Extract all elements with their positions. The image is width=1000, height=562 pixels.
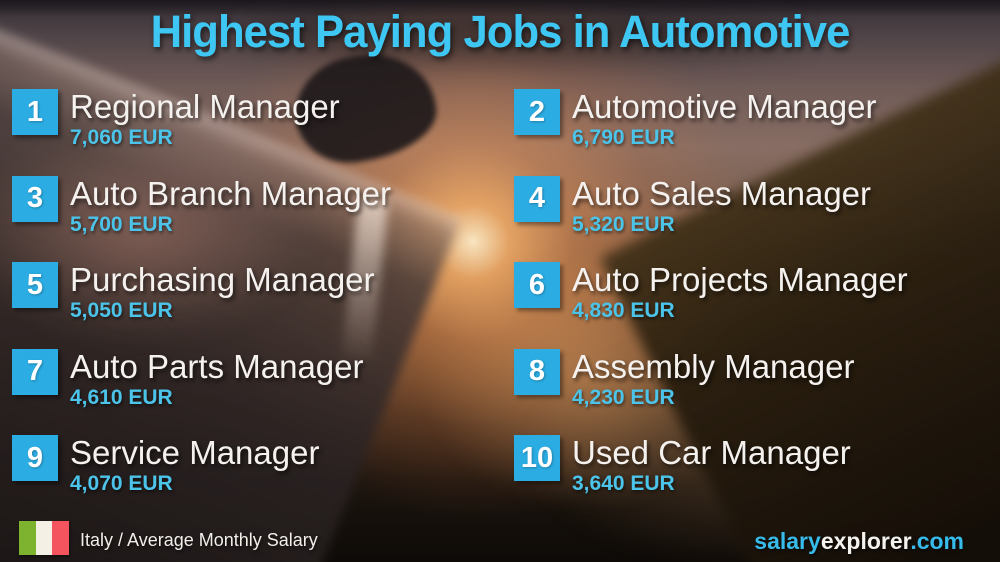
ranking-entry-4: 4 Auto Sales Manager 5,320 EUR	[514, 171, 1000, 258]
ranking-entry-2: 2 Automotive Manager 6,790 EUR	[514, 84, 1000, 171]
ranking-column-left: 1 Regional Manager 7,060 EUR 3 Auto Bran…	[0, 84, 500, 517]
rank-badge: 1	[12, 89, 58, 135]
rank-badge: 7	[12, 348, 58, 395]
ranking-entry-5: 5 Purchasing Manager 5,050 EUR	[12, 257, 500, 344]
salary-value: 3,640 EUR	[572, 472, 675, 495]
salary-value: 5,320 EUR	[572, 212, 675, 236]
ranking-entry-3: 3 Auto Branch Manager 5,700 EUR	[12, 171, 500, 258]
salary-value: 7,060 EUR	[70, 126, 173, 149]
salary-value: 4,830 EUR	[572, 299, 675, 322]
rank-badge: 9	[12, 435, 58, 481]
salaryexplorer-logo: salaryexplorer.com	[754, 528, 964, 555]
rank-badge: 8	[514, 348, 560, 395]
job-title: Used Car Manager	[572, 434, 851, 471]
salary-value: 5,700 EUR	[70, 212, 173, 236]
ranking-entry-10: 10 Used Car Manager 3,640 EUR	[514, 430, 1000, 517]
job-title: Service Manager	[70, 434, 320, 471]
italy-flag-icon	[19, 521, 70, 555]
salary-value: 6,790 EUR	[572, 126, 675, 149]
brand-salary: salary	[754, 528, 821, 554]
job-title: Auto Parts Manager	[70, 347, 364, 385]
ranking-entry-7: 7 Auto Parts Manager 4,610 EUR	[12, 344, 500, 431]
salary-value: 4,610 EUR	[70, 385, 173, 409]
rank-badge: 4	[514, 175, 560, 222]
salary-value: 4,230 EUR	[572, 385, 675, 409]
ranking-columns: 1 Regional Manager 7,060 EUR 3 Auto Bran…	[0, 84, 1000, 517]
job-title: Assembly Manager	[572, 347, 855, 385]
ranking-entry-6: 6 Auto Projects Manager 4,830 EUR	[514, 257, 1000, 344]
flag-stripe-red	[52, 521, 70, 555]
salary-value: 4,070 EUR	[70, 472, 173, 495]
job-title: Automotive Manager	[572, 88, 877, 125]
flag-stripe-green	[19, 521, 36, 555]
job-title: Auto Branch Manager	[70, 174, 392, 212]
dark-cloud-shape	[240, 12, 800, 58]
ranking-column-right: 2 Automotive Manager 6,790 EUR 4 Auto Sa…	[500, 84, 1000, 517]
brand-tld: .com	[910, 528, 964, 554]
ranking-entry-8: 8 Assembly Manager 4,230 EUR	[514, 344, 1000, 431]
brand-explorer: explorer	[820, 528, 911, 554]
salary-value: 5,050 EUR	[70, 299, 173, 322]
job-title: Auto Projects Manager	[572, 261, 908, 298]
job-title: Regional Manager	[70, 88, 340, 125]
rank-badge: 6	[514, 262, 560, 308]
page-title: Highest Paying Jobs in Automotive	[150, 6, 851, 57]
flag-stripe-white	[35, 521, 53, 555]
rank-badge: 2	[514, 89, 560, 135]
rank-badge: 5	[12, 262, 58, 308]
rank-badge: 3	[12, 175, 58, 222]
rank-badge: 10	[514, 435, 560, 481]
country-metric-label: Italy / Average Monthly Salary	[80, 530, 318, 550]
ranking-entry-1: 1 Regional Manager 7,060 EUR	[12, 84, 500, 171]
job-title: Purchasing Manager	[70, 261, 375, 298]
job-title: Auto Sales Manager	[572, 174, 872, 212]
ranking-entry-9: 9 Service Manager 4,070 EUR	[12, 430, 500, 517]
